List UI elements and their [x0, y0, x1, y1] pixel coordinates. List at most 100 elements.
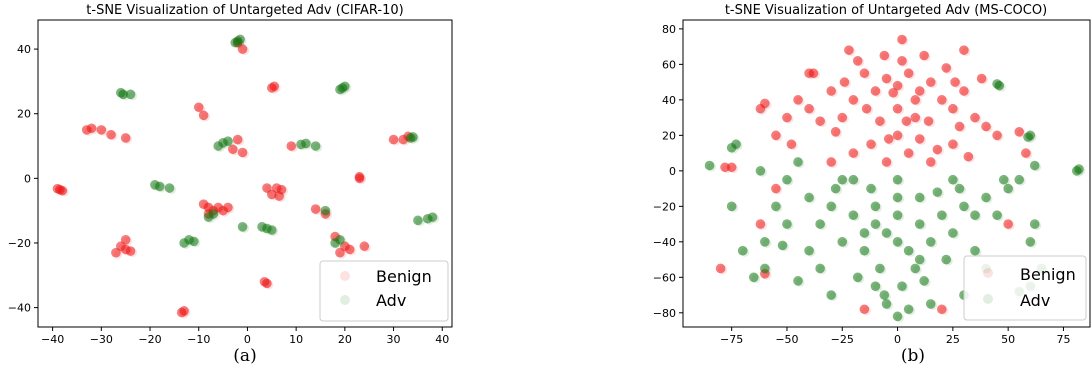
- point-benign: [970, 112, 980, 123]
- legend: Benign Adv: [319, 260, 449, 322]
- point-benign: [910, 95, 921, 105]
- point-benign: [1014, 126, 1025, 137]
- legend-box: [963, 255, 1087, 321]
- panel-caption: (b): [901, 346, 925, 366]
- y-tick-label: 80: [662, 23, 676, 36]
- point-benign: [344, 244, 355, 255]
- point-adv: [859, 228, 870, 238]
- point-benign: [959, 45, 969, 55]
- point-adv: [310, 141, 321, 151]
- point-adv: [903, 245, 914, 256]
- x-tick-label: −40: [41, 333, 64, 346]
- point-benign: [861, 103, 872, 114]
- x-tick-label: −50: [775, 333, 798, 346]
- y-tick-label: 0: [669, 165, 676, 178]
- point-benign: [914, 86, 925, 96]
- point-adv: [914, 192, 925, 203]
- point-adv: [179, 238, 189, 248]
- point-adv: [870, 219, 881, 229]
- point-adv: [925, 299, 936, 309]
- point-benign: [111, 247, 121, 258]
- point-benign: [866, 139, 876, 150]
- panel-caption: (a): [233, 346, 256, 366]
- point-benign: [932, 144, 943, 155]
- point-adv: [881, 228, 892, 238]
- point-adv: [994, 80, 1005, 91]
- point-benign: [848, 95, 859, 105]
- point-benign: [948, 103, 958, 114]
- point-benign: [901, 116, 912, 126]
- point-benign: [839, 77, 850, 87]
- point-adv: [897, 281, 907, 291]
- legend-label-benign: Benign: [376, 267, 432, 286]
- point-benign: [760, 98, 770, 109]
- y-tick-label: −40: [8, 302, 31, 315]
- plot-frame: [682, 19, 1091, 328]
- point-adv: [954, 183, 965, 194]
- point-adv: [830, 183, 841, 194]
- point-benign: [959, 86, 969, 96]
- point-adv: [903, 304, 914, 315]
- chart-panel-b: t-SNE Visualization of Untargeted Adv (M…: [653, 3, 1091, 366]
- point-adv: [941, 254, 952, 265]
- point-adv: [257, 222, 267, 232]
- point-adv: [771, 201, 781, 212]
- point-adv: [892, 311, 903, 322]
- point-adv: [125, 89, 136, 100]
- point-benign: [830, 126, 841, 137]
- point-adv: [910, 263, 921, 274]
- point-adv: [1025, 237, 1036, 247]
- axis-ticks: −40 −30 −20 −10 0 10 20 30 40 −40 −20 0 20 40: [8, 43, 449, 346]
- point-adv: [870, 201, 881, 212]
- point-adv: [1023, 132, 1033, 142]
- point-benign: [179, 306, 189, 316]
- x-tick-label: 50: [1001, 333, 1015, 346]
- point-adv: [223, 136, 233, 146]
- point-benign: [914, 134, 925, 144]
- point-adv: [213, 141, 224, 151]
- point-benign: [193, 102, 204, 113]
- point-benign: [954, 121, 965, 132]
- point-benign: [881, 73, 892, 84]
- point-benign: [804, 103, 814, 114]
- point-adv: [948, 174, 958, 185]
- point-benign: [782, 112, 792, 123]
- point-adv: [925, 237, 936, 247]
- point-adv: [804, 245, 814, 256]
- point-benign: [1021, 148, 1031, 158]
- point-benign: [892, 80, 903, 91]
- point-adv: [866, 183, 876, 194]
- point-benign: [771, 183, 781, 194]
- point-adv: [881, 299, 892, 309]
- point-adv: [804, 192, 814, 203]
- point-benign: [228, 144, 238, 155]
- point-benign: [804, 68, 814, 79]
- point-benign: [815, 116, 825, 126]
- point-benign: [903, 148, 914, 158]
- legend-label-adv: Adv: [1020, 291, 1050, 310]
- legend-label-adv: Adv: [376, 291, 406, 310]
- x-tick-label: −10: [187, 333, 210, 346]
- x-tick-label: 30: [387, 333, 401, 346]
- point-adv: [1029, 219, 1040, 229]
- point-adv: [914, 219, 925, 229]
- point-adv: [1029, 160, 1040, 171]
- point-adv: [330, 238, 340, 248]
- x-tick-label: 25: [946, 333, 960, 346]
- point-benign: [910, 112, 921, 123]
- y-tick-label: −20: [8, 237, 31, 250]
- legend-box: [319, 260, 449, 322]
- axis-ticks: −75 −50 −25 0 25 50 75 −80 −60 −40 −20 0 20 40 60 80: [653, 23, 1071, 346]
- point-benign: [793, 95, 803, 105]
- point-benign: [897, 56, 907, 66]
- point-adv: [1003, 183, 1013, 194]
- point-benign: [52, 183, 63, 194]
- point-adv: [848, 174, 859, 185]
- point-benign: [892, 103, 903, 114]
- point-adv: [892, 237, 903, 247]
- point-adv: [914, 254, 925, 265]
- point-adv: [815, 263, 825, 274]
- point-adv: [704, 160, 715, 171]
- point-benign: [879, 50, 890, 61]
